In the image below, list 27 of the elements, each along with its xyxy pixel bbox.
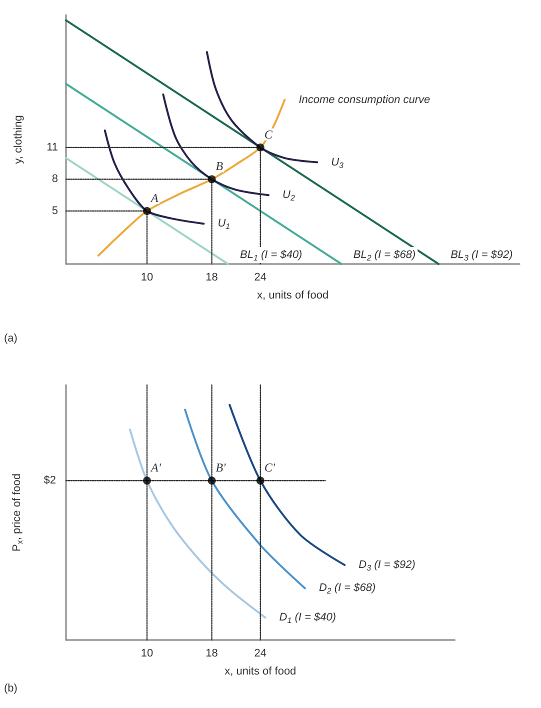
x-axis-title: x, units of food — [257, 290, 329, 302]
x-axis-title: x, units of food — [224, 666, 296, 678]
series-label: Income consumption curve — [298, 94, 430, 106]
point — [208, 175, 216, 184]
text: (a) — [4, 332, 18, 344]
y-axis-title: Px, price of food — [11, 474, 24, 552]
x-tick-label: 24 — [254, 272, 267, 284]
annotation: B — [216, 159, 224, 174]
x-tick-label: 18 — [206, 272, 218, 284]
x-tick-label: 24 — [254, 648, 267, 660]
y-tick-label: 8 — [52, 173, 58, 186]
annotation: B' — [216, 460, 226, 475]
y-tick-label: 11 — [46, 141, 58, 154]
y-axis-title: y, clothing — [12, 115, 24, 164]
x-tick-label: 18 — [206, 648, 218, 660]
annotation: C — [264, 127, 274, 142]
annotation: C' — [264, 460, 276, 475]
x-tick-label: 10 — [140, 648, 154, 660]
x-tick-label: 10 — [140, 272, 154, 284]
line-series — [104, 129, 205, 225]
annotation: A' — [150, 460, 162, 475]
text: (b) — [4, 682, 18, 694]
annotation: $2 — [44, 474, 56, 487]
point — [143, 207, 151, 216]
point — [256, 143, 264, 152]
annotation: A — [150, 191, 159, 206]
y-tick-label: 5 — [52, 205, 58, 218]
